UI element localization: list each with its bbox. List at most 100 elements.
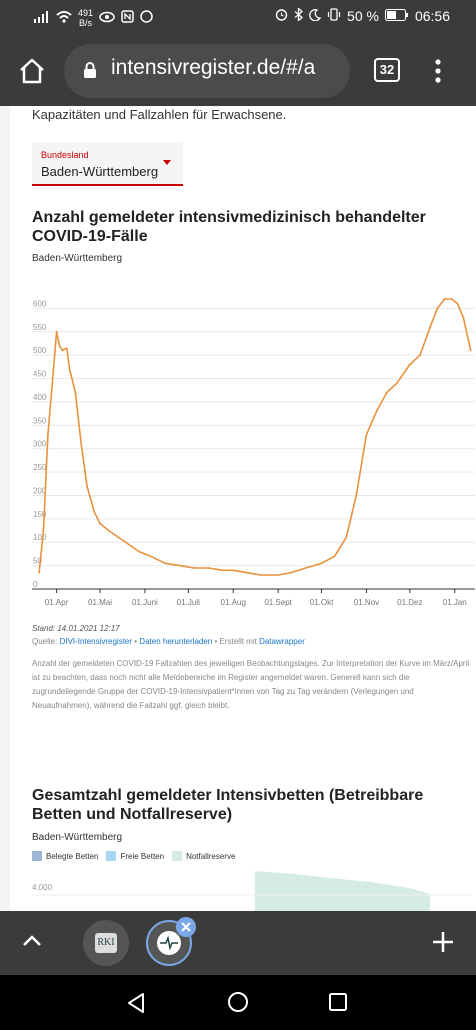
data-point (99, 522, 101, 525)
data-point (58, 344, 61, 347)
eye-icon (99, 11, 115, 26)
alarm-icon (275, 8, 288, 24)
data-point (290, 571, 292, 574)
data-point (51, 382, 54, 385)
chart1-note: Anzahl der gemeldeten COVID-19 Fallzahle… (32, 659, 470, 710)
status-bar: 491 B/s 50 % 06:56 (0, 0, 476, 36)
legend-label-occupied: Belegte Betten (46, 851, 99, 861)
chart2-title: Gesamtzahl gemeldeter Intensivbetten (Be… (32, 787, 424, 823)
data-point (277, 574, 279, 576)
url-text[interactable]: intensivregister.de/#/a (111, 56, 316, 79)
series-line (38, 298, 472, 576)
source-created-with: • Erstellt mit (212, 637, 260, 646)
x-tick-label: 01.Sept (264, 598, 292, 607)
y-tick-label: 600 (33, 299, 47, 308)
y-tick-label: 100 (33, 533, 47, 542)
data-point (333, 555, 336, 558)
nfc-icon (121, 10, 134, 26)
data-point (443, 298, 446, 300)
data-point (419, 354, 421, 357)
data-point (456, 302, 459, 305)
intro-text: Kapazitäten und Fallzahlen für Erwachsen… (32, 107, 287, 122)
data-point (86, 485, 88, 487)
state-select[interactable]: Bundesland Baden-Württemberg (32, 142, 183, 186)
chart1-source: Quelle: DIVI-Intensivregister • Daten he… (32, 637, 305, 646)
y-tick-label: 300 (33, 440, 47, 449)
rki-logo-icon: RKI (95, 933, 117, 953)
y-tick-label: 250 (33, 463, 47, 472)
data-point (462, 316, 465, 319)
data-point (164, 562, 167, 565)
state-select-label: Bundesland (41, 150, 89, 160)
legend-swatch-reserve (172, 851, 183, 861)
data-point (42, 527, 45, 530)
legend-item-free: Freie Betten (106, 851, 164, 861)
address-bar[interactable] (64, 44, 350, 98)
battery-percent: 50 % (347, 8, 379, 24)
close-tab-icon[interactable] (176, 917, 196, 937)
data-point (68, 368, 71, 371)
x-tick-label: 01.Okt (310, 598, 334, 607)
data-point (178, 564, 181, 567)
data-point (304, 567, 307, 569)
home-icon[interactable] (18, 57, 46, 85)
x-tick-label: 01.Aug (221, 598, 246, 607)
x-tick-label: 01.Jan (443, 598, 467, 607)
chevron-up-icon[interactable] (22, 933, 42, 952)
recents-square-icon[interactable] (329, 993, 347, 1016)
article: Kapazitäten und Fallzahlen für Erwachsen… (10, 106, 476, 911)
y-tick-label: 450 (33, 370, 47, 379)
data-point (47, 433, 49, 436)
y-tick-label: 0 (33, 580, 38, 589)
data-point (65, 347, 68, 349)
chart1-subtitle: Baden-Württemberg (32, 253, 123, 264)
back-icon[interactable] (126, 992, 146, 1019)
data-point (259, 574, 262, 576)
data-point (38, 571, 41, 574)
chart2-subtitle: Baden-Württemberg (32, 832, 123, 843)
status-right: 50 % 06:56 (275, 7, 450, 24)
bluetooth-icon (294, 7, 304, 24)
data-point (436, 307, 439, 310)
network-speed-value: 491 (78, 8, 94, 18)
signal-icon (34, 10, 50, 26)
data-point (55, 330, 58, 333)
page-content[interactable]: Kapazitäten und Fallzahlen für Erwachsen… (0, 106, 476, 911)
y-tick-label: 50 (33, 557, 42, 566)
data-point (149, 555, 152, 558)
source-link-divi[interactable]: DIVI-Intensivregister (59, 637, 133, 646)
new-tab-plus-icon[interactable] (432, 931, 454, 958)
data-point (409, 363, 411, 366)
data-point (450, 298, 453, 300)
tab-switcher-button[interactable]: 32 (374, 58, 400, 82)
clock-time: 06:56 (414, 8, 450, 24)
lock-icon (83, 62, 97, 78)
x-tick-label: 01.Juni (132, 598, 158, 607)
data-point (395, 382, 398, 385)
more-menu-icon[interactable] (432, 58, 444, 84)
x-tick-label: 01.Dez (397, 598, 422, 607)
tab-favicon-rki[interactable]: RKI (83, 920, 129, 966)
data-point (193, 567, 196, 569)
legend-item-occupied: Belegte Betten (32, 851, 98, 861)
data-point (118, 536, 120, 539)
download-data-link[interactable]: Daten herunterladen (139, 637, 213, 646)
x-tick-label: 01.Juli (177, 598, 200, 607)
source-prefix: Quelle: (32, 637, 60, 646)
network-speed-unit: B/s (79, 18, 93, 28)
data-point (365, 433, 368, 436)
y-tick-label: 400 (33, 393, 47, 402)
data-point (107, 529, 110, 532)
data-point (61, 349, 64, 352)
x-tick-label: 01.Mai (88, 598, 112, 607)
legend-label-reserve: Notfallreserve (186, 851, 236, 861)
datawrapper-link[interactable]: Datawrapper (259, 637, 305, 646)
data-point (93, 510, 96, 513)
home-circle-icon[interactable] (227, 991, 249, 1018)
data-point (222, 569, 225, 572)
data-point (128, 543, 130, 546)
data-point (207, 567, 210, 569)
x-tick-label: 01.Apr (45, 598, 69, 607)
covid-icu-line-chart: 0 50 100 150 200 250 300 350 400 450 500 550 600 01.A… (32, 298, 475, 607)
system-nav-bar (0, 975, 476, 1030)
